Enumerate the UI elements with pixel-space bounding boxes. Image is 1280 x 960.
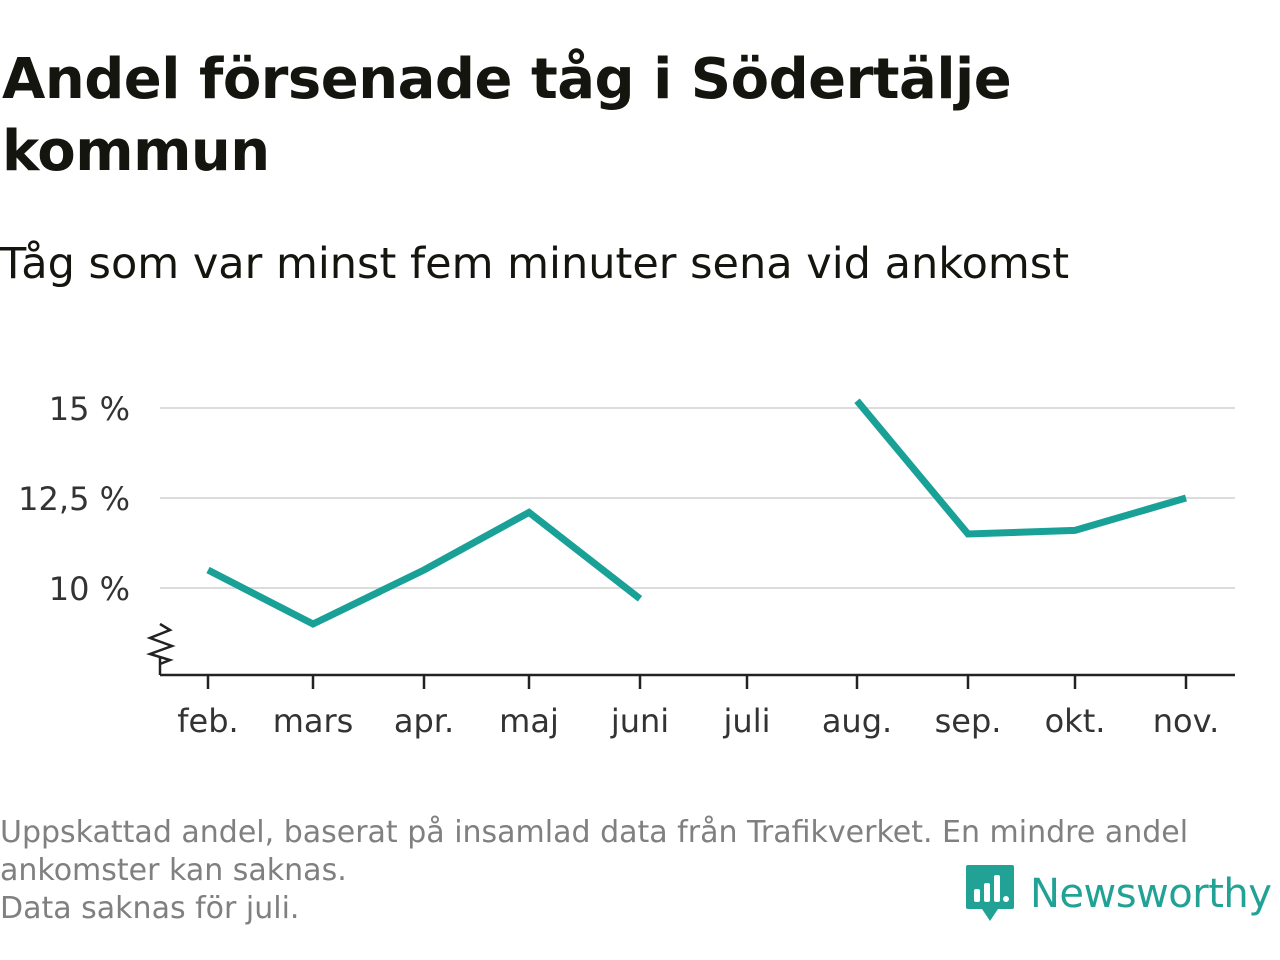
x-tick-label: maj bbox=[499, 702, 559, 740]
chart-subtitle: Tåg som var minst fem minuter sena vid a… bbox=[0, 239, 1070, 289]
x-tick-label: feb. bbox=[177, 702, 238, 740]
x-tick-label: juli bbox=[723, 702, 771, 740]
y-tick-label: 15 % bbox=[49, 390, 130, 428]
x-tick-label: nov. bbox=[1153, 702, 1219, 740]
footnote: Uppskattad andel, baserat på insamlad da… bbox=[0, 814, 1189, 928]
y-tick-label: 12,5 % bbox=[18, 480, 130, 518]
chart-title: Andel försenade tåg i Södertälje kommun bbox=[2, 47, 1012, 184]
y-tick-label: 10 % bbox=[49, 570, 130, 608]
x-tick-label: aug. bbox=[822, 702, 892, 740]
brand-name: Newsworthy bbox=[1030, 871, 1272, 917]
newsworthy-brand: Newsworthy bbox=[964, 862, 1272, 926]
x-tick-label: mars bbox=[273, 702, 354, 740]
footnote-line-3: Data saknas för juli. bbox=[0, 891, 300, 926]
series-line-segment bbox=[206, 508, 643, 628]
x-tick-label: sep. bbox=[935, 702, 1002, 740]
axis-break-icon bbox=[146, 622, 176, 666]
line-chart: 10 % 12,5 % 15 % feb. mars apr. maj juni juli aug… bbox=[18, 390, 1235, 740]
x-tick-label: juni bbox=[610, 702, 669, 740]
footnote-line-2: ankomster kan saknas. bbox=[0, 853, 347, 888]
x-tick-label: okt. bbox=[1045, 702, 1106, 740]
newsworthy-logo-icon bbox=[966, 865, 1014, 921]
series-line-segment bbox=[854, 398, 1187, 538]
x-tick-label: apr. bbox=[394, 702, 454, 740]
footnote-line-1: Uppskattad andel, baserat på insamlad da… bbox=[0, 815, 1189, 850]
